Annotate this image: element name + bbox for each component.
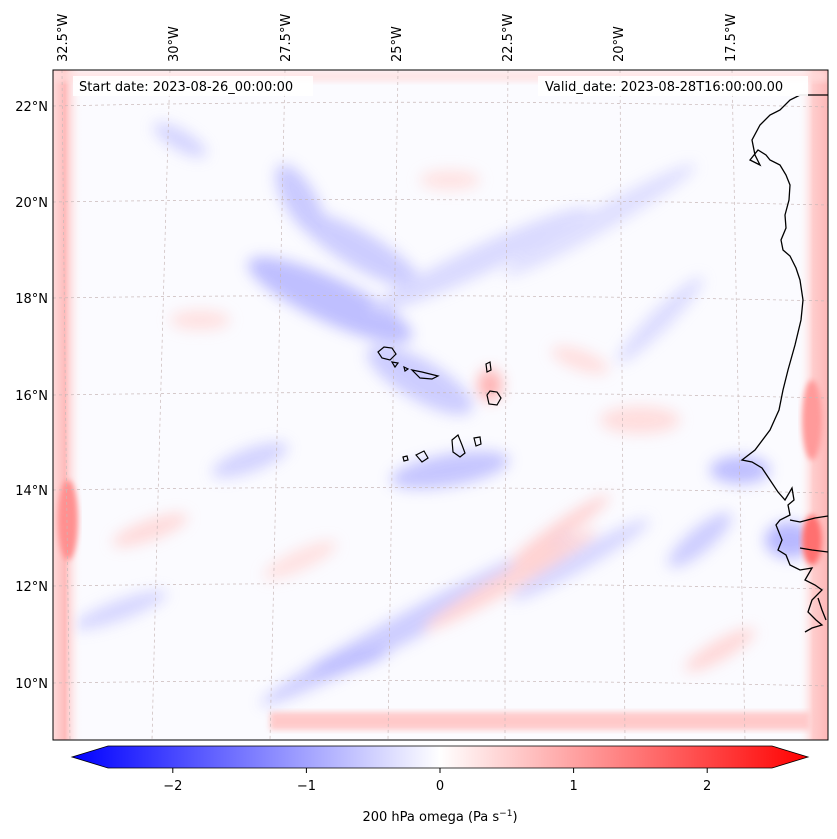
lat-label-12n: 12°N	[15, 580, 48, 595]
coastlines	[740, 94, 828, 633]
island-fogo	[415, 450, 429, 463]
lat-label-10n: 10°N	[15, 677, 48, 692]
cape-verde-islands	[377, 346, 502, 463]
lon-label-27-5w: 27.5°W	[279, 14, 294, 62]
map-frame	[52, 69, 829, 741]
island-sao-nicolau	[410, 369, 440, 380]
latitude-labels: 22°N 20°N 18°N 16°N 14°N 12°N 10°N	[15, 100, 48, 692]
start-date-box	[73, 76, 313, 96]
colorbar-tick-label: 0	[436, 779, 444, 794]
start-date-label: Start date: 2023-08-26_00:00:00	[79, 80, 293, 95]
island-brava	[402, 455, 409, 462]
island-sal	[485, 361, 492, 373]
valid-date-label: Valid_date: 2023-08-28T16:00:00.00	[545, 80, 783, 95]
colorbar-ticks: −2 −1 0 1 2	[163, 768, 711, 794]
valid-date-box	[538, 76, 808, 96]
island-santo-antao	[377, 346, 397, 361]
colorbar: −2 −1 0 1 2 200 hPa omega (Pa s−1)	[70, 745, 810, 825]
colorbar-tick-label: 2	[703, 779, 711, 794]
map-panel: Start date: 2023-08-26_00:00:00 Valid_da…	[52, 69, 829, 741]
lon-label-22-5w: 22.5°W	[501, 14, 516, 62]
lat-label-14n: 14°N	[15, 484, 48, 499]
lat-label-16n: 16°N	[15, 389, 48, 404]
colorbar-title: 200 hPa omega (Pa s−1)	[362, 809, 517, 825]
west-africa-coastline	[740, 94, 828, 633]
island-maio	[473, 436, 482, 447]
island-santa-luzia	[403, 365, 410, 372]
lon-label-17-5w: 17.5°W	[724, 14, 739, 62]
lon-label-25w: 25°W	[390, 26, 405, 62]
colorbar-tick-label: −2	[163, 779, 182, 794]
longitude-labels: 32.5°W 30°W 27.5°W 25°W 22.5°W 20°W 17.5…	[56, 14, 739, 62]
colorbar-body	[70, 745, 810, 769]
lon-label-30w: 30°W	[167, 26, 182, 62]
colorbar-tick-label: 1	[569, 779, 577, 794]
map-gridlines	[53, 70, 828, 740]
lat-label-20n: 20°N	[15, 196, 48, 211]
lon-label-32-5w: 32.5°W	[56, 14, 71, 62]
island-sao-vicente	[390, 361, 400, 369]
island-boa-vista	[486, 390, 502, 406]
lat-label-18n: 18°N	[15, 292, 48, 307]
island-santiago	[451, 434, 466, 458]
colorbar-tick-label: −1	[297, 779, 316, 794]
lon-label-20w: 20°W	[612, 26, 627, 62]
lat-label-22n: 22°N	[15, 100, 48, 115]
